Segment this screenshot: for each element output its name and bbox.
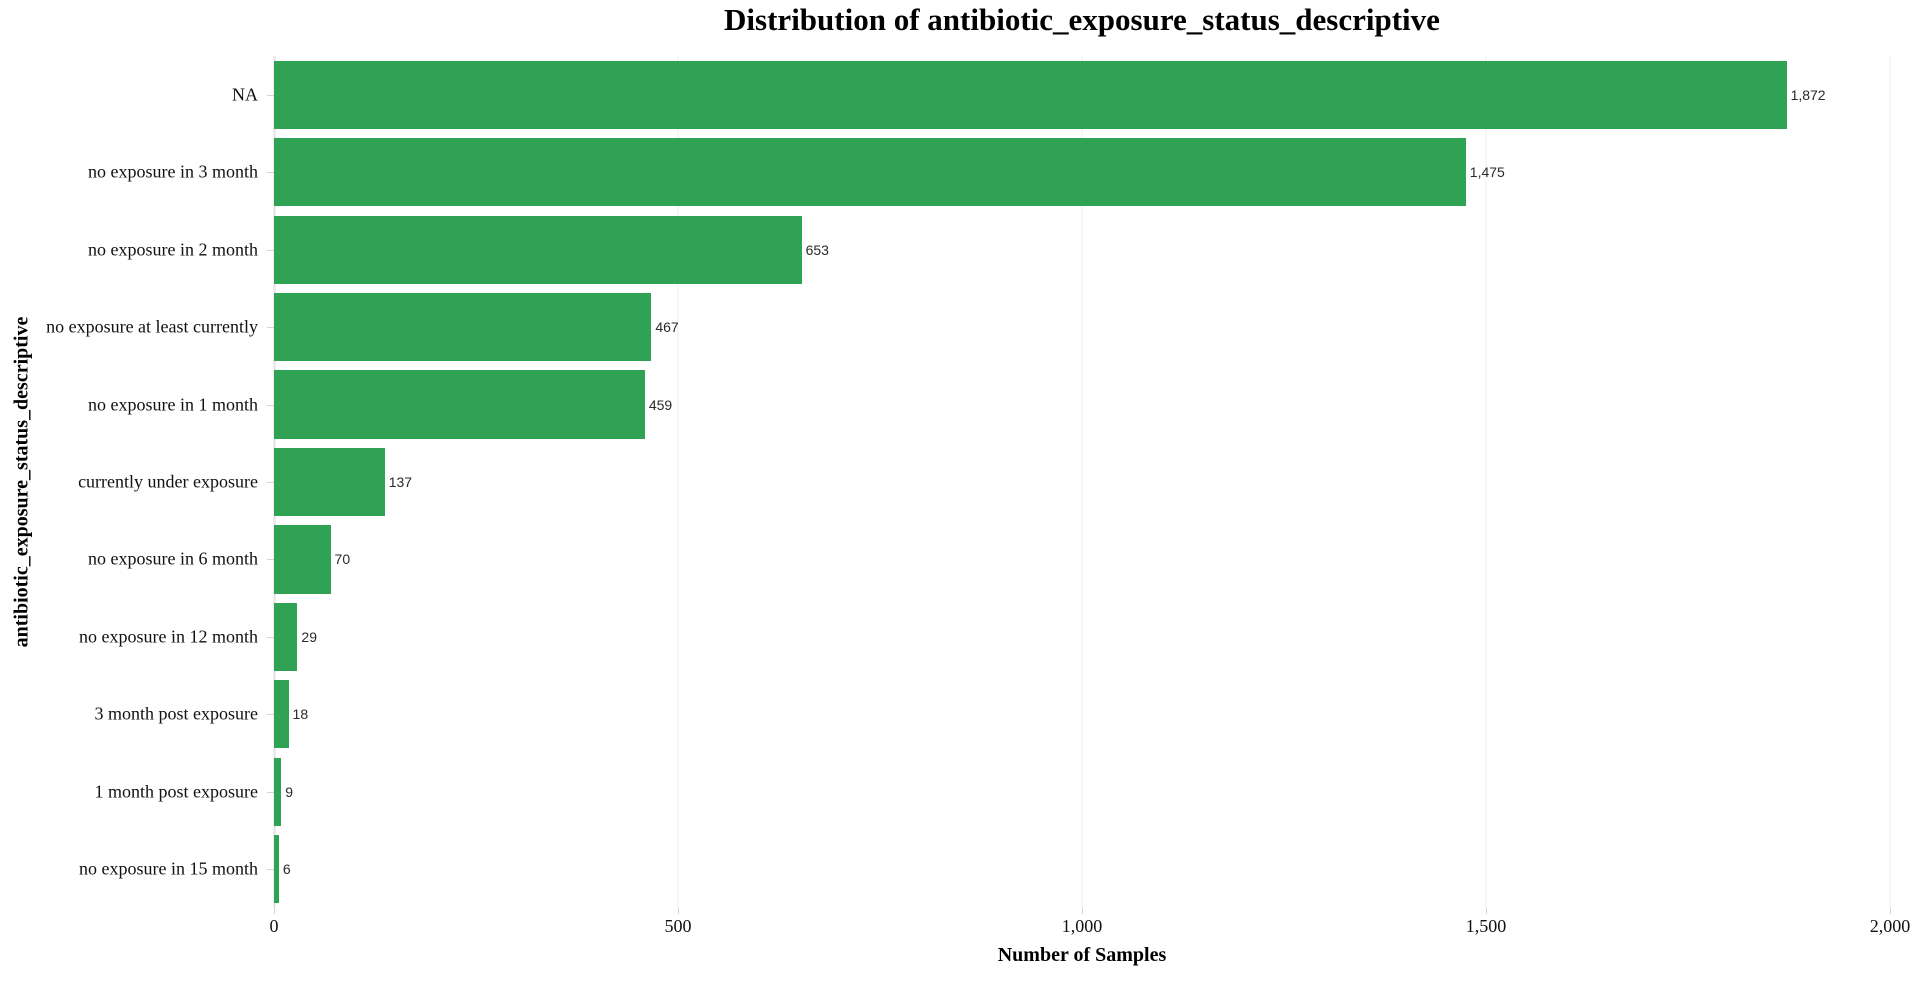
bar: [274, 447, 385, 517]
bar: [274, 138, 1466, 207]
bar-row: currently under exposure 137: [78, 443, 1890, 520]
x-tick-mark: [1486, 908, 1487, 914]
bar-row: no exposure in 6 month 70: [88, 521, 1890, 598]
y-tick-mark: [267, 791, 274, 793]
category-label: 3 month post exposure: [94, 703, 259, 724]
bar-rows: NA 1,872 no exposure in 3 month 1,475 no exp…: [46, 56, 1890, 908]
category-label: no exposure in 6 month: [88, 548, 258, 569]
bar-row: 1 month post exposure 9: [95, 753, 1890, 830]
bar: [274, 293, 652, 362]
y-tick-mark: [267, 94, 274, 96]
value-label: 653: [805, 241, 829, 258]
y-tick-mark: [267, 404, 274, 406]
y-tick-mark: [267, 481, 274, 483]
bar-row: no exposure in 2 month 653: [88, 211, 1890, 288]
x-tick-mark: [678, 908, 679, 914]
bar: [274, 370, 645, 439]
category-label: no exposure in 12 month: [79, 626, 258, 647]
bar-row: no exposure in 15 month 6: [79, 831, 1890, 908]
category-label: no exposure in 3 month: [88, 161, 258, 182]
bar-row: no exposure in 12 month 29: [79, 598, 1890, 675]
gridline: [1889, 56, 1891, 908]
y-tick-mark: [267, 172, 274, 174]
bar-row: no exposure in 1 month 459: [88, 366, 1890, 443]
bar: [274, 525, 331, 594]
x-axis-title: Number of Samples: [997, 944, 1167, 966]
category-label: no exposure in 1 month: [88, 394, 258, 415]
value-label: 29: [301, 628, 317, 645]
x-tick-label: 500: [664, 916, 692, 936]
bar: [274, 602, 298, 671]
y-tick-mark: [267, 249, 274, 251]
value-label: 467: [655, 319, 679, 336]
plot-area: NA 1,872 no exposure in 3 month 1,475 no exp…: [46, 56, 1891, 908]
gridline: [1081, 56, 1083, 908]
bar-row: no exposure at least currently 467: [46, 288, 1890, 365]
x-tick-mark: [1890, 908, 1891, 914]
category-label: no exposure in 15 month: [79, 858, 258, 879]
bar: [274, 680, 289, 749]
category-label: 1 month post exposure: [94, 781, 259, 802]
x-tick-label: 1,000: [1061, 916, 1103, 936]
chart-title: Distribution of antibiotic_exposure_stat…: [724, 2, 1440, 37]
value-label: 1,475: [1469, 164, 1505, 181]
gridline: [1485, 56, 1487, 908]
y-tick-mark: [267, 714, 274, 716]
value-label: 137: [388, 473, 413, 490]
y-axis-title: antibiotic_exposure_status_descriptive: [10, 316, 33, 648]
y-tick-mark: [267, 869, 274, 871]
x-tick-mark: [274, 908, 275, 914]
value-label: 18: [292, 706, 309, 723]
category-label: no exposure in 2 month: [88, 239, 258, 260]
category-label: no exposure at least currently: [46, 316, 258, 337]
value-label: 70: [334, 551, 351, 568]
y-tick-mark: [267, 559, 274, 561]
value-label: 459: [648, 396, 673, 413]
value-label: 1,872: [1790, 86, 1826, 103]
bar-row: NA 1,872: [232, 56, 1890, 133]
bar: [274, 835, 279, 904]
value-label: 6: [282, 861, 291, 878]
bar: [274, 60, 1787, 129]
x-tick-label: 1,500: [1465, 916, 1507, 936]
bar: [274, 215, 802, 284]
category-label: currently under exposure: [78, 471, 258, 492]
y-tick-mark: [267, 327, 274, 329]
gridline: [677, 56, 679, 908]
bar-row: no exposure in 3 month 1,475: [88, 133, 1890, 210]
value-label: 9: [285, 783, 294, 800]
x-tick-label: 0: [269, 916, 279, 936]
bar: [274, 757, 282, 826]
bar-row: 3 month post exposure 18: [95, 676, 1890, 753]
x-tick-label: 2,000: [1869, 916, 1911, 936]
category-label: NA: [232, 84, 258, 105]
y-tick-mark: [267, 636, 274, 638]
x-tick-mark: [1082, 908, 1083, 914]
